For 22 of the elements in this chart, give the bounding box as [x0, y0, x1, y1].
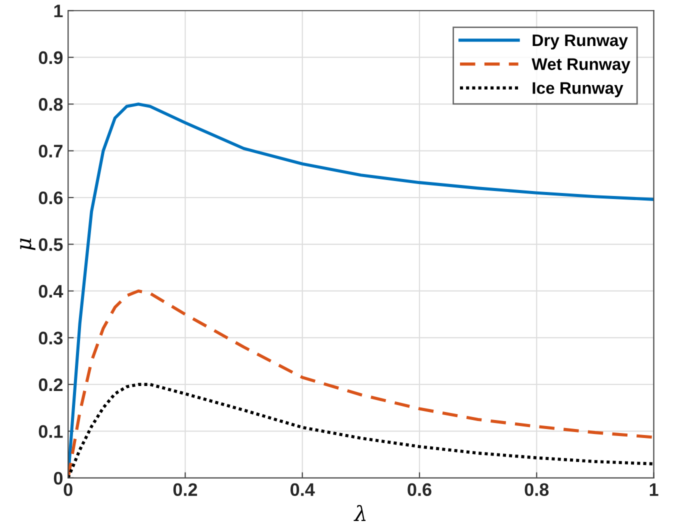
- y-tick-label: 0.3: [38, 332, 63, 344]
- y-tick-label: 0.2: [38, 378, 63, 392]
- x-tick-label: 0.6: [408, 483, 432, 496]
- y-tick-label: 0.1: [38, 425, 63, 438]
- x-tick-label: 0.2: [173, 483, 198, 496]
- x-tick-label: 0.4: [290, 483, 315, 496]
- y-tick-label: 0.6: [38, 191, 63, 204]
- x-tick-label: 1: [650, 483, 658, 496]
- x-tick-label: 0: [64, 483, 72, 496]
- x-axis-title: λ: [354, 505, 366, 521]
- y-tick-label: 0.9: [38, 51, 63, 64]
- legend-label: Dry Runway: [532, 34, 628, 50]
- legend-label: Ice Runway: [532, 82, 624, 98]
- y-tick-label: 0: [54, 472, 62, 485]
- y-tick-label: 0.5: [38, 238, 63, 251]
- y-tick-label: 0.4: [38, 284, 64, 298]
- legend-label: Wet Runway: [532, 58, 630, 74]
- x-tick-label: 0.8: [524, 483, 549, 496]
- y-tick-label: 0.7: [38, 144, 62, 158]
- y-tick-label: 1: [54, 4, 63, 18]
- y-axis-title: μ: [20, 238, 36, 250]
- y-tick-label: 0.8: [38, 98, 63, 111]
